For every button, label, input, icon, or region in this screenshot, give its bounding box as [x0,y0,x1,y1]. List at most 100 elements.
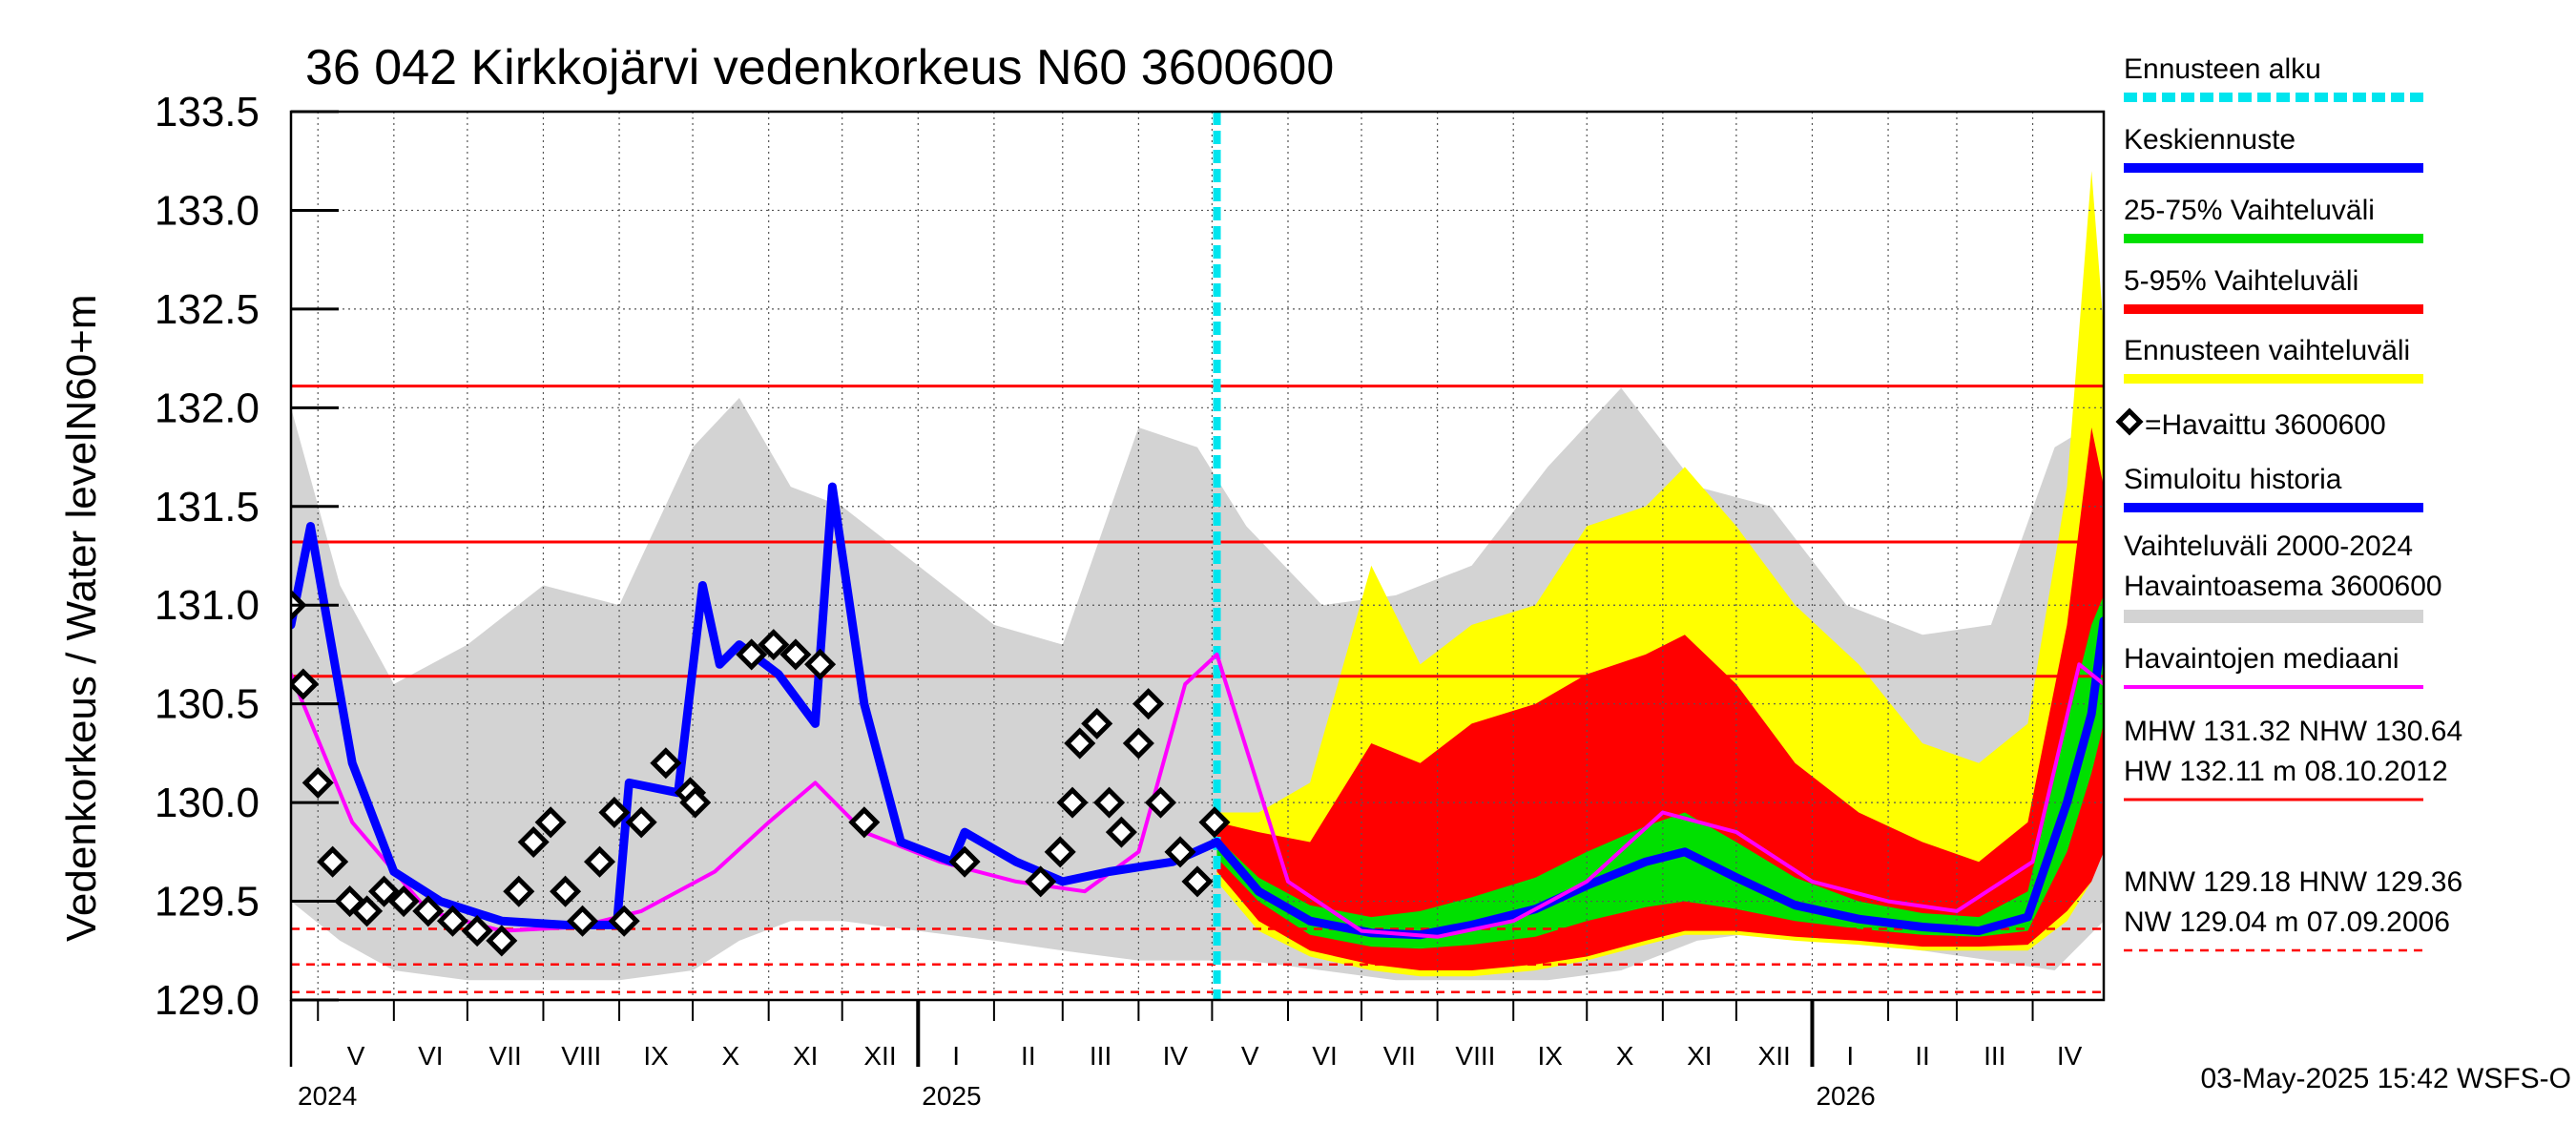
x-month-label: I [1846,1041,1854,1071]
legend-label: Havaintoasema 3600600 [2124,571,2442,602]
plot-frame [289,110,2106,1067]
y-axis-label: Vedenkorkeus / Water level [58,432,105,942]
observed-marker [412,895,445,927]
x-month-label: VIII [561,1041,601,1071]
x-month-label: IX [1537,1041,1563,1071]
legend-label: Ennusteen alku [2124,53,2321,85]
plot-border [289,110,2106,1002]
observed-marker [351,895,384,927]
stats-line-4: NW 129.04 m 07.09.2006 [2124,906,2450,938]
observed-marker [567,905,599,937]
observed-marker [848,806,881,839]
legend-item: Vaihteluväli 2000-2024 Havaintoasema 360… [2124,531,2442,623]
legend-item: Ennusteen alku [2124,53,2423,102]
y-tick-label: 133.5 [155,89,260,135]
observed-marker [291,668,320,700]
band-layer [291,171,2104,981]
observed-marker [1105,816,1137,848]
legend-label: Ennusteen vaihteluväli [2124,335,2410,366]
band-25-75-vaihteluv-li [1216,594,2104,949]
y-tick-label: 133.0 [155,187,260,234]
x-month-label: XI [1687,1041,1712,1071]
observed-marker [1025,865,1057,898]
observed-marker [301,766,334,799]
legend-item: Ennusteen vaihteluväli [2124,335,2423,384]
observed-marker [317,845,349,878]
legend-item: Keskiennuste [2124,124,2423,173]
x-month-label: VIII [1455,1041,1495,1071]
observed-marker [650,747,682,780]
x-month-label: V [347,1041,365,1071]
legend-marker-icon [2115,407,2144,436]
y-tick-label: 131.5 [155,484,260,531]
x-month-label: X [722,1041,740,1071]
observed-marker [625,806,657,839]
observed-marker [1198,806,1231,839]
legend-item: Havaintojen mediaani [2124,643,2423,689]
observed-marker [503,875,535,907]
legend-label: =Havaittu 3600600 [2145,409,2386,441]
legend-item: 25-75% Vaihteluväli [2124,195,2423,243]
x-month-label: XII [1758,1041,1791,1071]
observed-marker [486,925,518,957]
x-month-label: V [1241,1041,1259,1071]
legend-item: 5-95% Vaihteluväli [2124,265,2423,314]
observed-marker [334,885,366,918]
observed-markers [291,589,1231,957]
reference-lines [291,112,2104,1000]
observed-marker [1056,786,1089,819]
observed-marker [461,915,493,947]
chart-title: 36 042 Kirkkojärvi vedenkorkeus N60 3600… [305,40,1334,95]
x-month-label: II [1021,1041,1036,1071]
legend-item: Simuloitu historia [2124,464,2423,512]
legend-label: 25-75% Vaihteluväli [2124,195,2375,226]
legend-label: Keskiennuste [2124,124,2296,156]
x-year-label: 2024 [298,1081,357,1111]
y-tick-label: 129.0 [155,977,260,1024]
observed-marker [436,905,468,937]
observed-marker [804,648,837,680]
legend-label: Vaihteluväli 2000-2024 [2124,531,2413,562]
observed-marker [1064,727,1096,760]
observed-marker [1132,688,1165,720]
legend-label: Simuloitu historia [2124,464,2342,495]
observed-marker [387,885,420,918]
x-year-label: 2026 [1816,1081,1875,1111]
legend-label: Havaintojen mediaani [2124,643,2399,675]
x-month-label: III [1090,1041,1111,1071]
y-tick-label: 130.0 [155,780,260,826]
x-month-label: XII [863,1041,896,1071]
observed-marker [1164,836,1196,868]
axes: 133.5 133.0 132.5 132.0 131.5 131.0 130.5 130.0… [155,89,2083,1111]
timestamp-label: 03-May-2025 15:42 WSFS-O [2201,1063,2572,1094]
y-tick-label: 132.0 [155,385,260,431]
x-month-label: VI [418,1041,443,1071]
y-tick-label: 129.5 [155,879,260,926]
observed-marker [1181,865,1214,898]
legend-label: 5-95% Vaihteluväli [2124,265,2358,297]
x-month-label: X [1616,1041,1634,1071]
y-axis-unit-label: N60+m [58,294,105,430]
y-tick-label: 130.5 [155,681,260,728]
observed-marker [758,629,790,661]
observed-marker [779,638,812,671]
observed-marker [1144,786,1177,819]
stats-line-1: MHW 131.32 NHW 130.64 [2124,716,2462,747]
x-month-label: XI [793,1041,818,1071]
observed-marker [1093,786,1126,819]
x-year-label: 2025 [922,1081,981,1111]
legend: Ennusteen alku Keskiennuste 25-75% Vaihtel… [2115,53,2442,952]
observed-marker [736,638,768,671]
x-month-label: III [1984,1041,2005,1071]
observed-marker [608,905,640,937]
observed-marker [598,796,631,828]
series-simuloitu-historia [291,482,1221,929]
x-month-label: VII [1383,1041,1416,1071]
observed-marker [1044,836,1076,868]
observed-marker [679,786,712,819]
observed-marker [550,875,582,907]
stats-line-3: MNW 129.18 HNW 129.36 [2124,866,2462,898]
x-month-label: VII [489,1041,522,1071]
x-month-label: II [1915,1041,1930,1071]
